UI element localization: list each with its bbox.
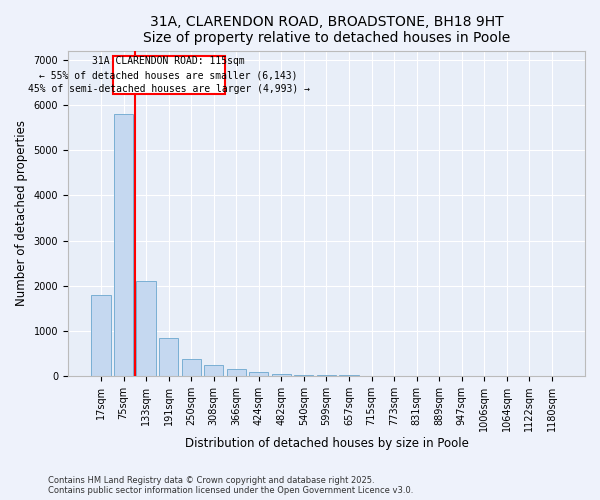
- Title: 31A, CLARENDON ROAD, BROADSTONE, BH18 9HT
Size of property relative to detached : 31A, CLARENDON ROAD, BROADSTONE, BH18 9H…: [143, 15, 510, 45]
- Bar: [159, 338, 178, 376]
- Bar: [91, 295, 110, 376]
- FancyBboxPatch shape: [113, 56, 224, 94]
- X-axis label: Distribution of detached houses by size in Poole: Distribution of detached houses by size …: [185, 437, 469, 450]
- Bar: [272, 374, 291, 376]
- Bar: [136, 281, 155, 376]
- Bar: [227, 370, 246, 376]
- Bar: [317, 375, 336, 376]
- Bar: [114, 114, 133, 376]
- Bar: [182, 360, 201, 376]
- Text: 31A CLARENDON ROAD: 115sqm
← 55% of detached houses are smaller (6,143)
45% of s: 31A CLARENDON ROAD: 115sqm ← 55% of deta…: [28, 56, 310, 94]
- Bar: [204, 365, 223, 376]
- Y-axis label: Number of detached properties: Number of detached properties: [15, 120, 28, 306]
- Bar: [249, 372, 268, 376]
- Bar: [295, 374, 313, 376]
- Text: Contains HM Land Registry data © Crown copyright and database right 2025.
Contai: Contains HM Land Registry data © Crown c…: [48, 476, 413, 495]
